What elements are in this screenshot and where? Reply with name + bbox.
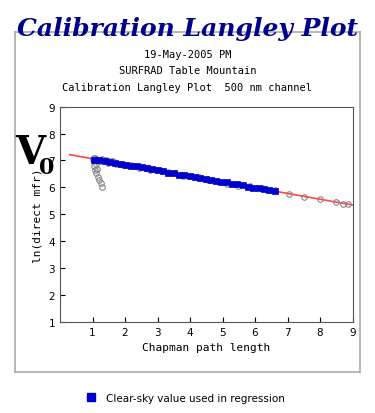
Legend: Clear-sky value used in regression: Clear-sky value used in regression [76,389,290,407]
Text: 19-May-2005 PM: 19-May-2005 PM [144,50,231,59]
Text: Calibration Langley Plot  500 nm channel: Calibration Langley Plot 500 nm channel [63,83,312,93]
X-axis label: Chapman path length: Chapman path length [142,342,270,352]
Text: SURFRAD Table Mountain: SURFRAD Table Mountain [119,66,256,76]
Y-axis label: ln(direct mfr): ln(direct mfr) [33,168,43,262]
Text: V: V [15,134,45,172]
Text: Calibration Langley Plot: Calibration Langley Plot [17,17,358,40]
Text: 0: 0 [39,156,55,178]
